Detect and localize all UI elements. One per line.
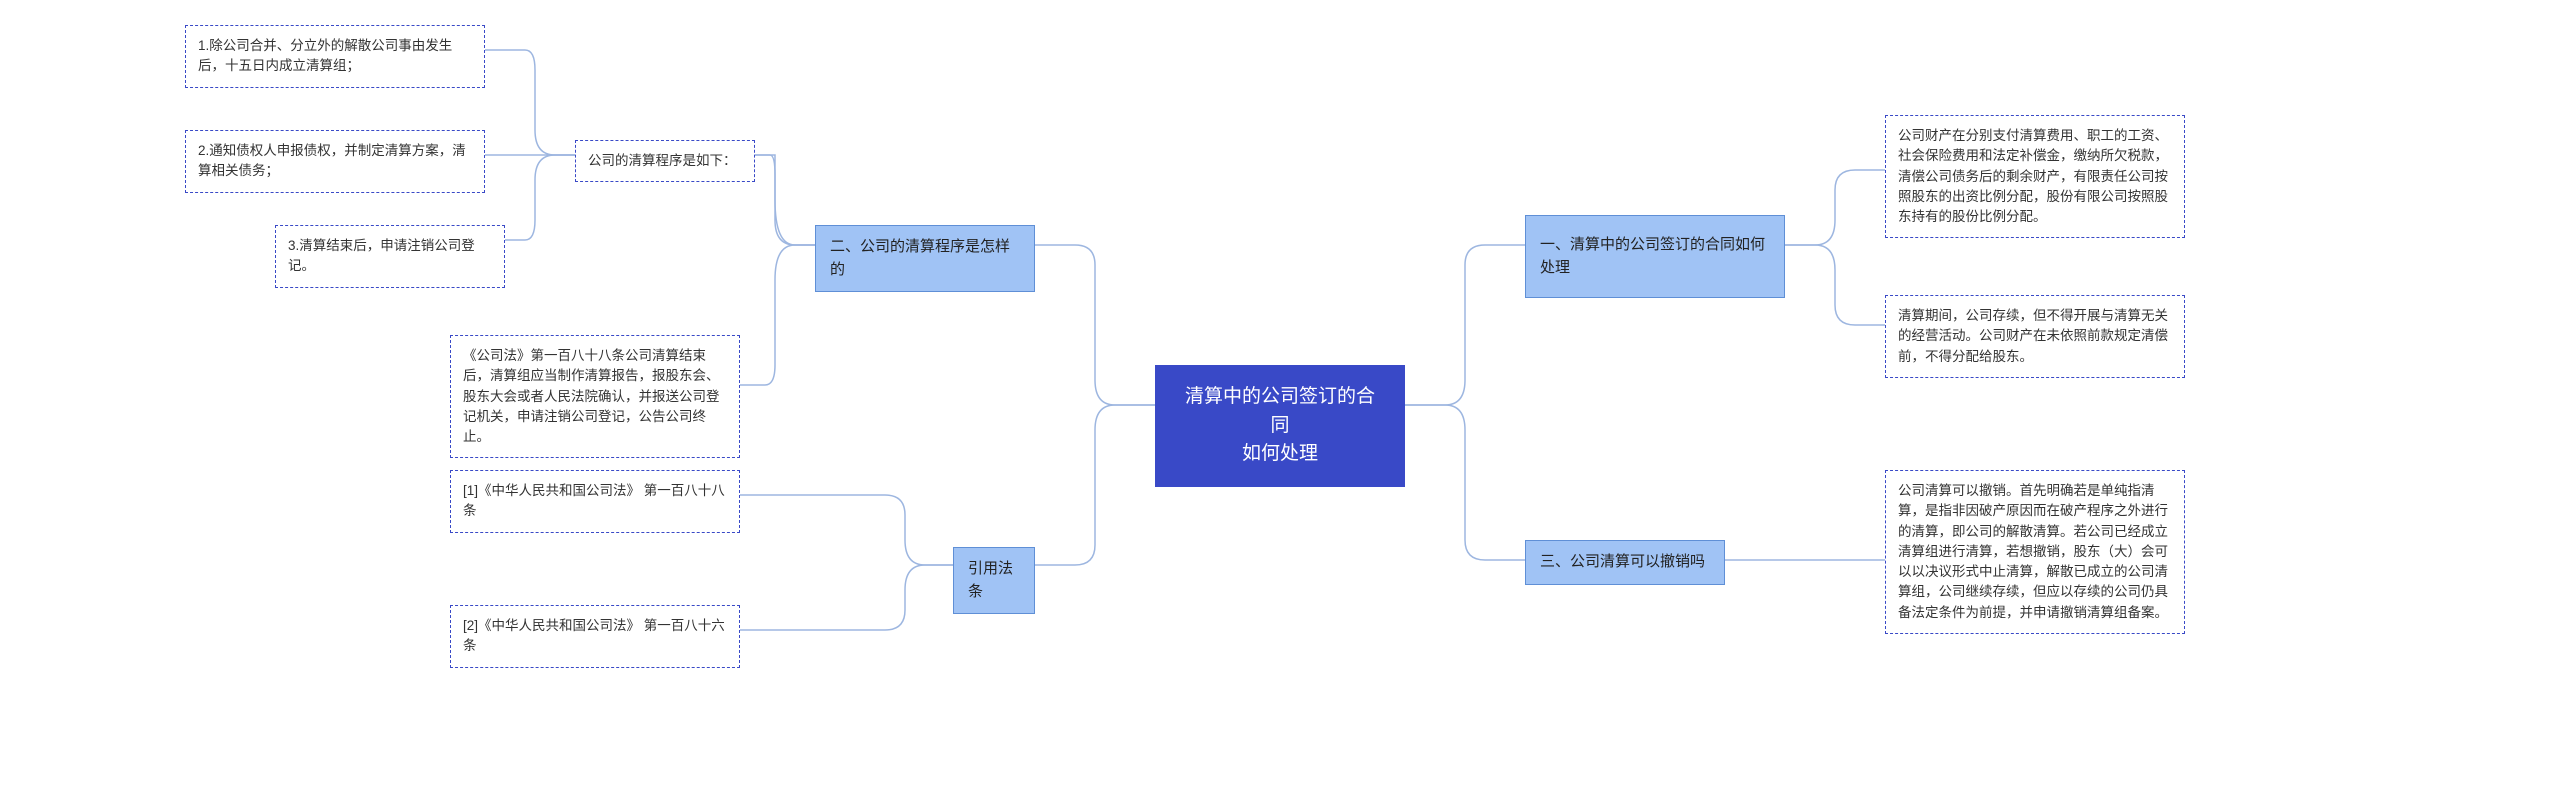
- leaf-right-1-1: 公司财产在分别支付清算费用、职工的工资、社会保险费用和法定补偿金，缴纳所欠税款，…: [1885, 115, 2185, 238]
- root-node: 清算中的公司签订的合同 如何处理: [1155, 365, 1405, 487]
- branch-right-1-line1: 一、清算中的公司签订的合同如何: [1540, 234, 1770, 257]
- leaf-right-1-2: 清算期间，公司存续，但不得开展与清算无关的经营活动。公司财产在未依照前款规定清偿…: [1885, 295, 2185, 378]
- branch-left-2: 引用法条: [953, 547, 1035, 614]
- leaf-left-1-sublabel: 公司的清算程序是如下：: [575, 140, 755, 182]
- branch-right-1-line2: 处理: [1540, 257, 1770, 280]
- root-title-line2: 如何处理: [1177, 440, 1383, 469]
- leaf-left-1-4: 《公司法》第一百八十八条公司清算结束后，清算组应当制作清算报告，报股东会、股东大…: [450, 335, 740, 458]
- branch-left-1: 二、公司的清算程序是怎样的: [815, 225, 1035, 292]
- leaf-left-2-2: [2]《中华人民共和国公司法》 第一百八十六条: [450, 605, 740, 668]
- leaf-left-1-2: 2.通知债权人申报债权，并制定清算方案，清算相关债务；: [185, 130, 485, 193]
- root-title-line1: 清算中的公司签订的合同: [1177, 383, 1383, 440]
- branch-right-2: 三、公司清算可以撤销吗: [1525, 540, 1725, 585]
- leaf-left-2-1: [1]《中华人民共和国公司法》 第一百八十八条: [450, 470, 740, 533]
- leaf-left-1-1: 1.除公司合并、分立外的解散公司事由发生后，十五日内成立清算组；: [185, 25, 485, 88]
- leaf-left-1-3: 3.清算结束后，申请注销公司登记。: [275, 225, 505, 288]
- leaf-right-2-1: 公司清算可以撤销。首先明确若是单纯指清算，是指非因破产原因而在破产程序之外进行的…: [1885, 470, 2185, 634]
- branch-right-1: 一、清算中的公司签订的合同如何 处理: [1525, 215, 1785, 298]
